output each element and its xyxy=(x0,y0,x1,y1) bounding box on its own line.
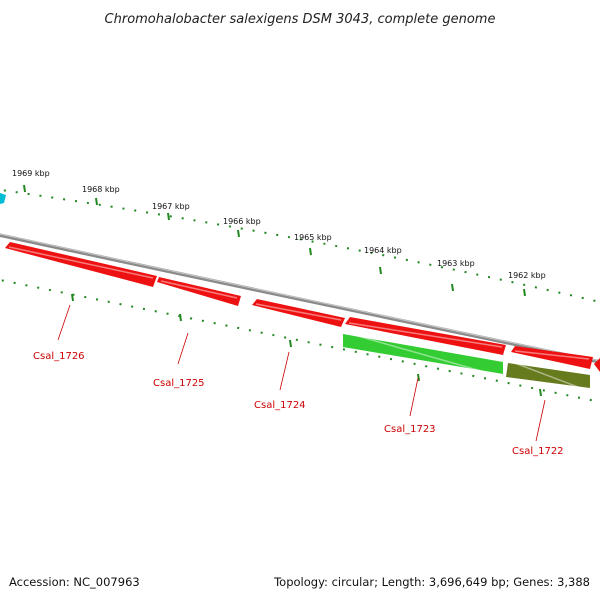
outer-ruler-dots xyxy=(0,188,600,303)
kbp-tick-label: 1963 kbp xyxy=(437,259,475,268)
kbp-tick-label: 1967 kbp xyxy=(152,202,190,211)
gene-arrow-csal-1725 xyxy=(157,277,241,306)
gene-label: Csal_1722 xyxy=(512,446,564,457)
gene-arrow-shine xyxy=(255,303,342,321)
gene-arrow-csal-1722 xyxy=(511,346,593,369)
kbp-tick-label: 1964 kbp xyxy=(364,246,402,255)
kbp-tick-label: 1969 kbp xyxy=(12,169,50,178)
accession-text: Accession: NC_007963 xyxy=(9,575,140,589)
inner-ruler-tick xyxy=(179,313,182,322)
kbp-tick-label: 1966 kbp xyxy=(223,217,261,226)
gene-arrow-edge xyxy=(594,358,600,372)
gene-labels: Csal_1726 Csal_1725 Csal_1724 Csal_1723 Csal… xyxy=(33,304,564,457)
gene-arrow-csal-1726 xyxy=(5,242,157,287)
map-title: Chromohalobacter salexigens DSM 3043, co… xyxy=(105,12,496,27)
gene-label: Csal_1726 xyxy=(33,351,85,362)
kbp-tick-mark xyxy=(451,283,454,292)
inner-ruler-tick xyxy=(289,339,292,348)
gene-arrow-shine xyxy=(514,350,590,360)
gene-label: Csal_1723 xyxy=(384,424,436,435)
kbp-tick-mark xyxy=(95,197,98,206)
gene-arrow-csal-1723 xyxy=(343,334,503,374)
kbp-tick-label: 1965 kbp xyxy=(294,233,332,242)
gene-label-leader xyxy=(409,377,419,417)
gene-arrow-shine xyxy=(160,280,238,299)
gene-label: Csal_1725 xyxy=(153,378,205,389)
kbp-tick-mark xyxy=(523,288,526,297)
inner-ruler-dots xyxy=(0,278,600,403)
kbp-tick-mark xyxy=(167,212,170,221)
gene-label-leader xyxy=(279,351,290,391)
genome-summary-text: Topology: circular; Length: 3,696,649 bp… xyxy=(273,575,590,589)
gene-track xyxy=(5,242,600,391)
gene-arrow-csal-1722 xyxy=(506,363,590,388)
gene-arrow-csal-1723 xyxy=(345,317,506,355)
kbp-ticks: 1969 kbp 1968 kbp 1967 kbp 1966 kbp 1965 kbp… xyxy=(12,169,546,397)
kbp-tick-label: 1968 kbp xyxy=(82,185,120,194)
kbp-tick-mark xyxy=(237,229,240,238)
genome-backbone xyxy=(0,233,600,364)
gene-label-leader xyxy=(535,399,546,442)
gene-arrow-csal-1724 xyxy=(252,299,345,327)
gene-label-leader xyxy=(57,304,71,341)
inner-ruler-tick xyxy=(417,373,420,382)
outer-ruler xyxy=(0,188,600,303)
inner-ruler-tick xyxy=(539,388,542,397)
gene-arrow-shine xyxy=(8,246,154,279)
inner-ruler-tick xyxy=(71,293,74,302)
kbp-tick-mark xyxy=(309,247,312,256)
kbp-tick-mark xyxy=(23,184,26,193)
gene-label-leader xyxy=(177,332,189,365)
genome-backbone-highlight xyxy=(0,233,600,362)
gene-arrow-shine xyxy=(511,361,587,391)
gene-arrow-shine xyxy=(348,322,503,348)
kbp-tick-mark xyxy=(379,266,382,275)
kbp-tick-label: 1962 kbp xyxy=(508,271,546,280)
gene-arrow-shine xyxy=(346,332,500,377)
edge-feature xyxy=(0,193,6,204)
gene-label: Csal_1724 xyxy=(254,400,306,411)
